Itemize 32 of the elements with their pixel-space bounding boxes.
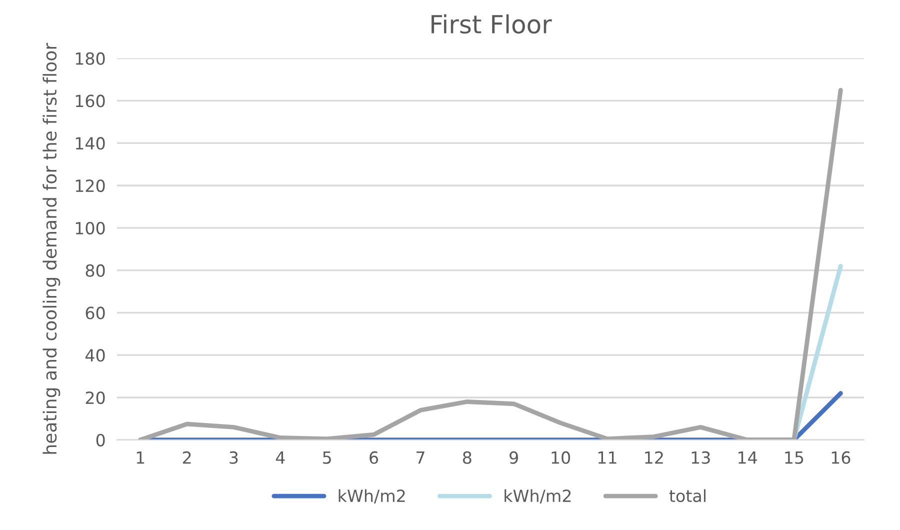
- y-tick-label: 160: [76, 94, 105, 108]
- y-tick-label: 60: [86, 306, 105, 320]
- line-series: [138, 88, 843, 440]
- x-tick-label: 13: [692, 451, 710, 464]
- chart-title: First Floor: [432, 14, 552, 34]
- x-tick-label: 6: [370, 451, 378, 464]
- x-tick-label: 16: [832, 451, 850, 464]
- legend-label: kWh/m2: [338, 489, 405, 504]
- x-tick-label: 9: [510, 451, 518, 464]
- x-tick-label: 8: [462, 451, 472, 464]
- x-tick-label: 10: [552, 451, 570, 464]
- legend-label: kWh/m2: [504, 489, 571, 504]
- x-tick-label: 3: [230, 451, 238, 464]
- y-tick-label: 180: [76, 52, 105, 65]
- x-tick-label: 14: [738, 452, 757, 464]
- x-tick-label: 12: [645, 451, 663, 464]
- y-tick-label: 100: [76, 222, 105, 234]
- y-tick-label: 140: [76, 137, 105, 150]
- y-axis-title: heating and cooling demand for the first floor: [42, 42, 60, 454]
- x-tick-label: 2: [182, 451, 191, 464]
- y-tick-label: 20: [86, 391, 105, 404]
- x-tick-label: 7: [416, 452, 424, 464]
- x-tick-label: 5: [323, 452, 331, 464]
- legend-label: total: [669, 489, 706, 502]
- x-tick-label: 11: [598, 452, 616, 464]
- y-tick-label: 120: [76, 179, 105, 192]
- x-tick-label: 15: [785, 452, 804, 464]
- y-tick-label: 40: [85, 349, 105, 362]
- y-tick-label: 80: [86, 264, 105, 277]
- x-tick-label: 4: [276, 452, 285, 464]
- y-tick-label: 0: [96, 434, 105, 446]
- x-tick-label: 1: [136, 452, 144, 464]
